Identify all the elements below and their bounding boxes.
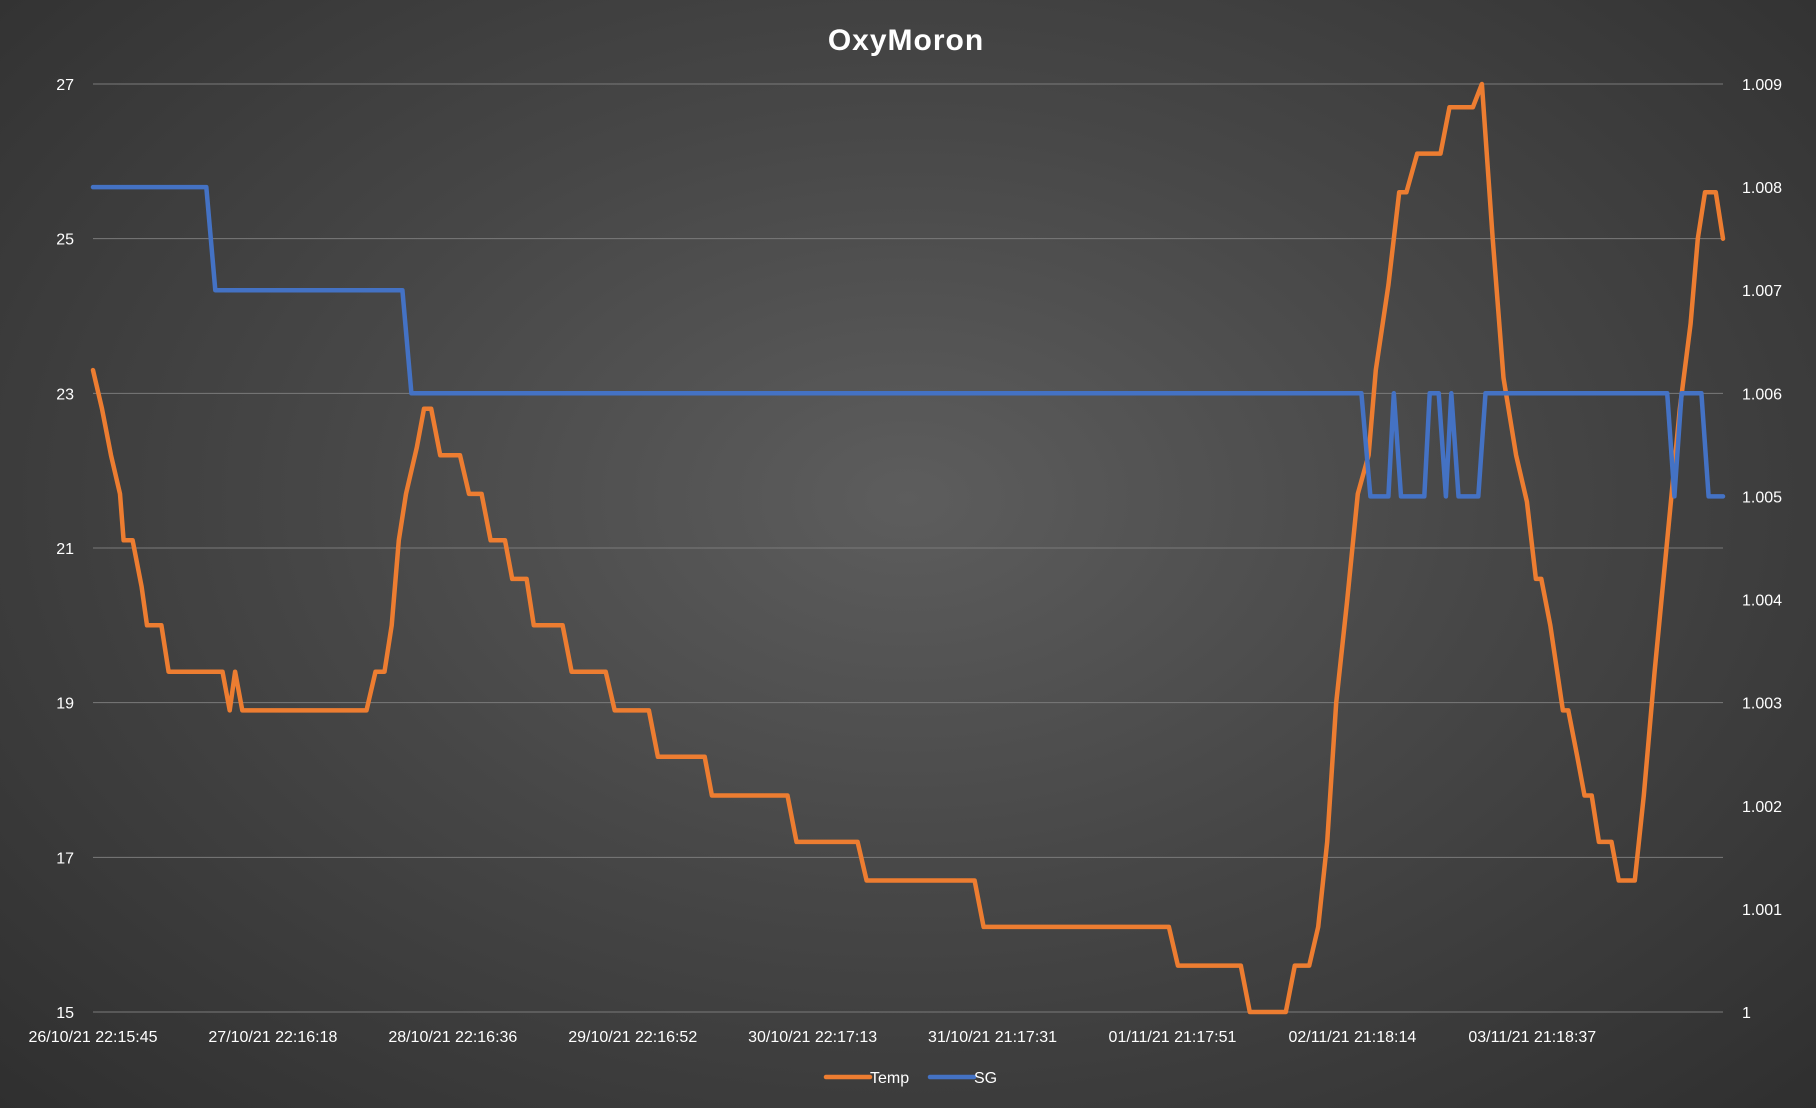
series-line-sg bbox=[90, 184, 1726, 499]
left-tick-label: 27 bbox=[56, 77, 74, 94]
left-tick-label: 17 bbox=[56, 850, 74, 867]
x-tick-label: 26/10/21 22:15:45 bbox=[28, 1029, 157, 1046]
x-tick-label: 27/10/21 22:16:18 bbox=[208, 1029, 337, 1046]
x-tick-label: 29/10/21 22:16:52 bbox=[568, 1029, 697, 1046]
legend-label-sg: SG bbox=[974, 1070, 997, 1087]
legend-label-temp: Temp bbox=[870, 1070, 909, 1087]
right-tick-label: 1.007 bbox=[1742, 283, 1782, 300]
right-tick-label: 1.003 bbox=[1742, 696, 1782, 713]
legend: Temp SG bbox=[823, 1070, 997, 1087]
left-axis-ticks: 15 17 19 21 23 25 27 bbox=[56, 77, 74, 1022]
left-tick-label: 21 bbox=[56, 541, 74, 558]
series-lines bbox=[90, 81, 1726, 1015]
x-tick-label: 01/11/21 21:17:51 bbox=[1109, 1029, 1237, 1046]
x-tick-label: 28/10/21 22:16:36 bbox=[388, 1029, 517, 1046]
right-tick-label: 1.008 bbox=[1742, 180, 1782, 197]
right-tick-label: 1.005 bbox=[1742, 489, 1782, 506]
right-tick-label: 1.009 bbox=[1742, 77, 1782, 94]
x-tick-label: 03/11/21 21:18:37 bbox=[1468, 1029, 1596, 1046]
x-axis-ticks: 26/10/21 22:15:45 27/10/21 22:16:18 28/10/… bbox=[28, 1029, 1596, 1046]
right-tick-label: 1 bbox=[1742, 1005, 1751, 1022]
left-tick-label: 25 bbox=[56, 232, 74, 249]
gridlines bbox=[93, 83, 1723, 1013]
right-tick-label: 1.004 bbox=[1742, 593, 1782, 610]
right-tick-label: 1.002 bbox=[1742, 799, 1782, 816]
left-tick-label: 15 bbox=[56, 1005, 74, 1022]
right-tick-label: 1.006 bbox=[1742, 386, 1782, 403]
chart-title: OxyMoron bbox=[828, 24, 984, 57]
series-line-temp bbox=[90, 81, 1726, 1015]
x-tick-label: 31/10/21 21:17:31 bbox=[928, 1029, 1057, 1046]
x-tick-label: 02/11/21 21:18:14 bbox=[1288, 1029, 1416, 1046]
left-tick-label: 23 bbox=[56, 386, 74, 403]
right-tick-label: 1.001 bbox=[1742, 902, 1782, 919]
left-tick-label: 19 bbox=[56, 696, 74, 713]
right-axis-ticks: 1 1.001 1.002 1.003 1.004 1.005 1.006 1.007 1.00… bbox=[1742, 77, 1782, 1022]
x-tick-label: 30/10/21 22:17:13 bbox=[748, 1029, 877, 1046]
